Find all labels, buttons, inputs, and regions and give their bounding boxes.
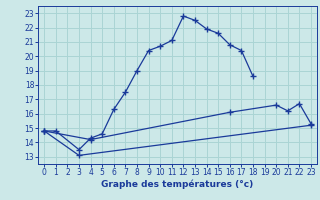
X-axis label: Graphe des températures (°c): Graphe des températures (°c) [101,180,254,189]
